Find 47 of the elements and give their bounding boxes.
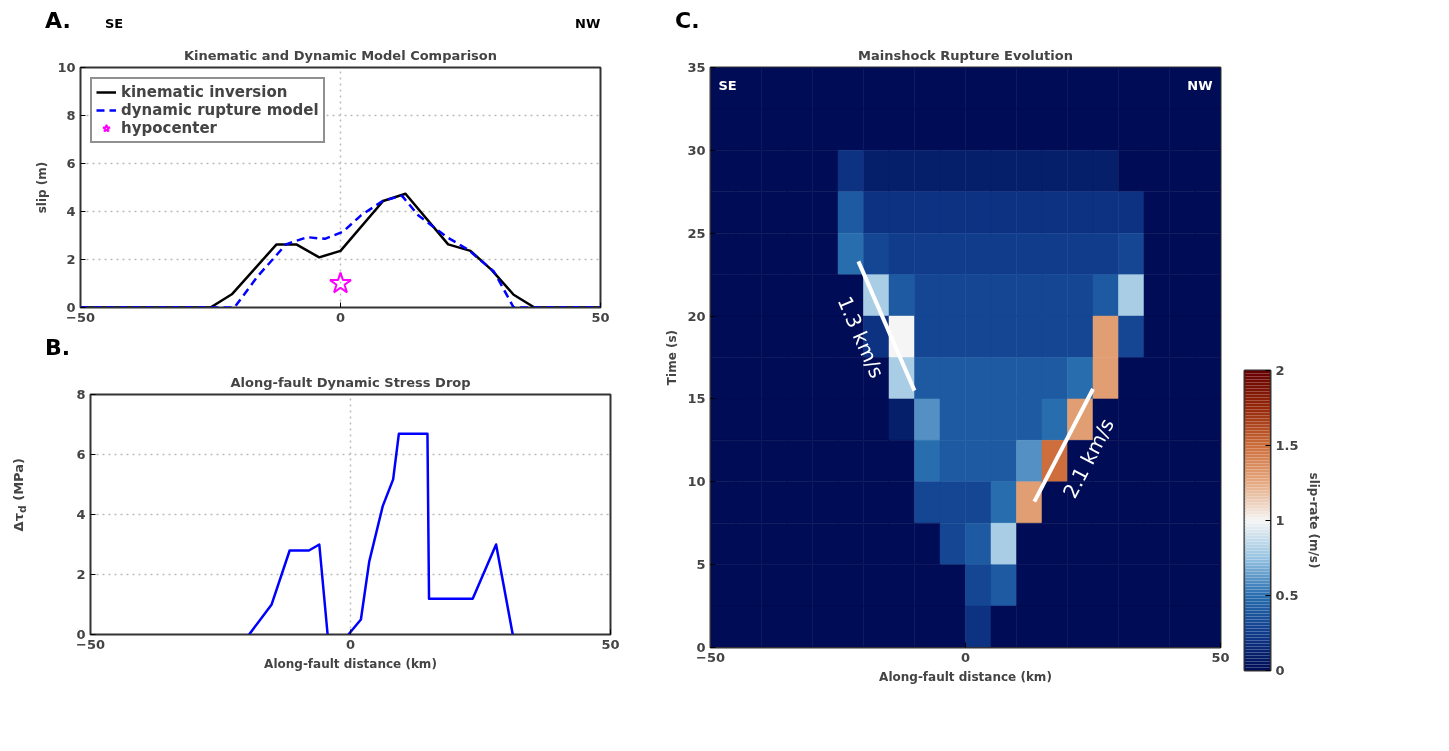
text: B. <box>45 334 71 362</box>
y-tick-label: 10 <box>57 60 76 75</box>
y-tick-label: 30 <box>687 142 706 158</box>
y-tick-label: 35 <box>687 60 706 75</box>
y-tick-label: 25 <box>687 225 706 241</box>
legend-label: dynamic rupture model <box>121 101 319 119</box>
color-bar-label: 0.5 <box>1275 588 1299 603</box>
annotation: SE <box>718 77 737 93</box>
chart-title: Mainshock Rupture Evolution <box>858 47 1073 63</box>
y-tick-label: 10 <box>687 474 706 490</box>
chart-title: Along-fault Dynamic Stress Drop <box>230 374 471 390</box>
x-tick-label: 0 <box>960 649 971 665</box>
text: NW <box>575 15 601 33</box>
text: A. <box>45 7 71 35</box>
x-tick-label: 50 <box>601 636 620 652</box>
y-tick-label: 8 <box>66 108 76 123</box>
y-tick-label: 2 <box>66 252 76 267</box>
y-tick-label: 20 <box>687 308 706 324</box>
color-bar-label: 0 <box>1275 663 1285 678</box>
y-tick-label: 4 <box>76 507 86 522</box>
x-tick-label: 0 <box>335 309 346 325</box>
color-bar-label: 1 <box>1275 513 1285 528</box>
y-tick-label: 15 <box>687 391 706 407</box>
y-tick-label: 6 <box>76 447 86 462</box>
color-bar-title: slip-rate (m/s) <box>1306 472 1321 569</box>
x-tick-label: 50 <box>1211 649 1230 665</box>
color-bar-label: 2 <box>1275 363 1285 378</box>
x-axis-title: Along-fault distance (km) <box>264 656 437 671</box>
x-tick-label: 50 <box>591 309 610 325</box>
y-tick-label: 5 <box>696 557 706 573</box>
text: C. <box>675 7 700 35</box>
text: SE <box>105 15 124 33</box>
annotation: NW <box>1187 77 1213 93</box>
text: 1.3 km/s <box>832 292 889 382</box>
legend-label: kinematic inversion <box>121 83 288 101</box>
text: 2.1 km/s <box>1057 414 1120 503</box>
y-tick-label: 8 <box>76 387 86 402</box>
x-tick-label: 0 <box>345 636 356 652</box>
legend-label: hypocenter <box>121 119 217 137</box>
y-axis-title: slip (m) <box>35 161 50 214</box>
color-bar-label: 1.5 <box>1275 438 1299 453</box>
y-axis-title: Time (s) <box>665 329 680 386</box>
chart-title: Kinematic and Dynamic Model Comparison <box>183 47 498 63</box>
y-tick-label: 6 <box>66 156 76 171</box>
y-tick-label: 2 <box>76 567 86 582</box>
y-tick-label: 4 <box>66 204 76 219</box>
x-axis-title: Along-fault distance (km) <box>879 669 1052 684</box>
